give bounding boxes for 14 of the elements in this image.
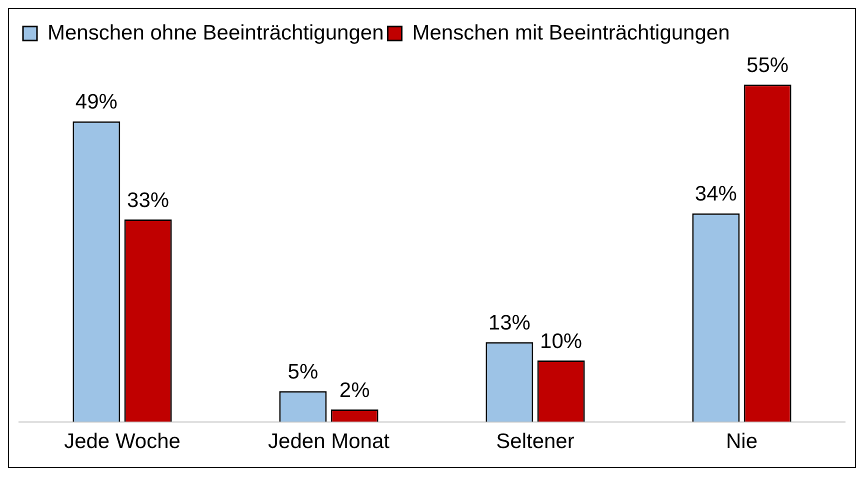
x-tick-label: Nie bbox=[726, 430, 758, 454]
x-tick-label: Jede Woche bbox=[64, 430, 180, 454]
data-label: 13% bbox=[488, 311, 530, 334]
data-label: 49% bbox=[75, 90, 118, 114]
data-label: 10% bbox=[540, 330, 582, 353]
data-label: 55% bbox=[746, 54, 789, 77]
x-tick-label: Seltener bbox=[496, 430, 574, 454]
data-label: 2% bbox=[339, 378, 370, 402]
legend-label: Menschen ohne Beeinträchtigungen bbox=[48, 21, 384, 44]
data-label: 34% bbox=[694, 182, 737, 206]
legend-label: Menschen mit Beeinträchtigungen bbox=[412, 21, 730, 44]
data-label: 5% bbox=[288, 360, 318, 384]
data-label: 33% bbox=[127, 188, 170, 212]
x-tick-label: Jeden Monat bbox=[268, 430, 390, 454]
